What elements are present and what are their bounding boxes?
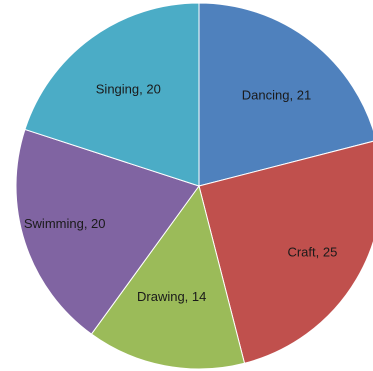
data-label-singing: Singing, 20 — [96, 82, 161, 97]
data-label-craft: Craft, 25 — [287, 245, 337, 260]
data-label-drawing: Drawing, 14 — [137, 289, 206, 304]
data-label-dancing: Dancing, 21 — [242, 88, 311, 103]
pie-slice-singing — [24, 2, 200, 187]
pie-labels: Dancing, 21 Craft, 25 Drawing, 14 Swimming,… — [24, 82, 337, 304]
pie-slice-drawing — [90, 184, 246, 370]
pie-slice-craft — [198, 140, 373, 364]
pie-slice-dancing — [198, 2, 373, 187]
pie-slice-swimming — [15, 128, 200, 335]
pie-slices — [15, 2, 373, 370]
data-label-swimming: Swimming, 20 — [24, 216, 106, 231]
